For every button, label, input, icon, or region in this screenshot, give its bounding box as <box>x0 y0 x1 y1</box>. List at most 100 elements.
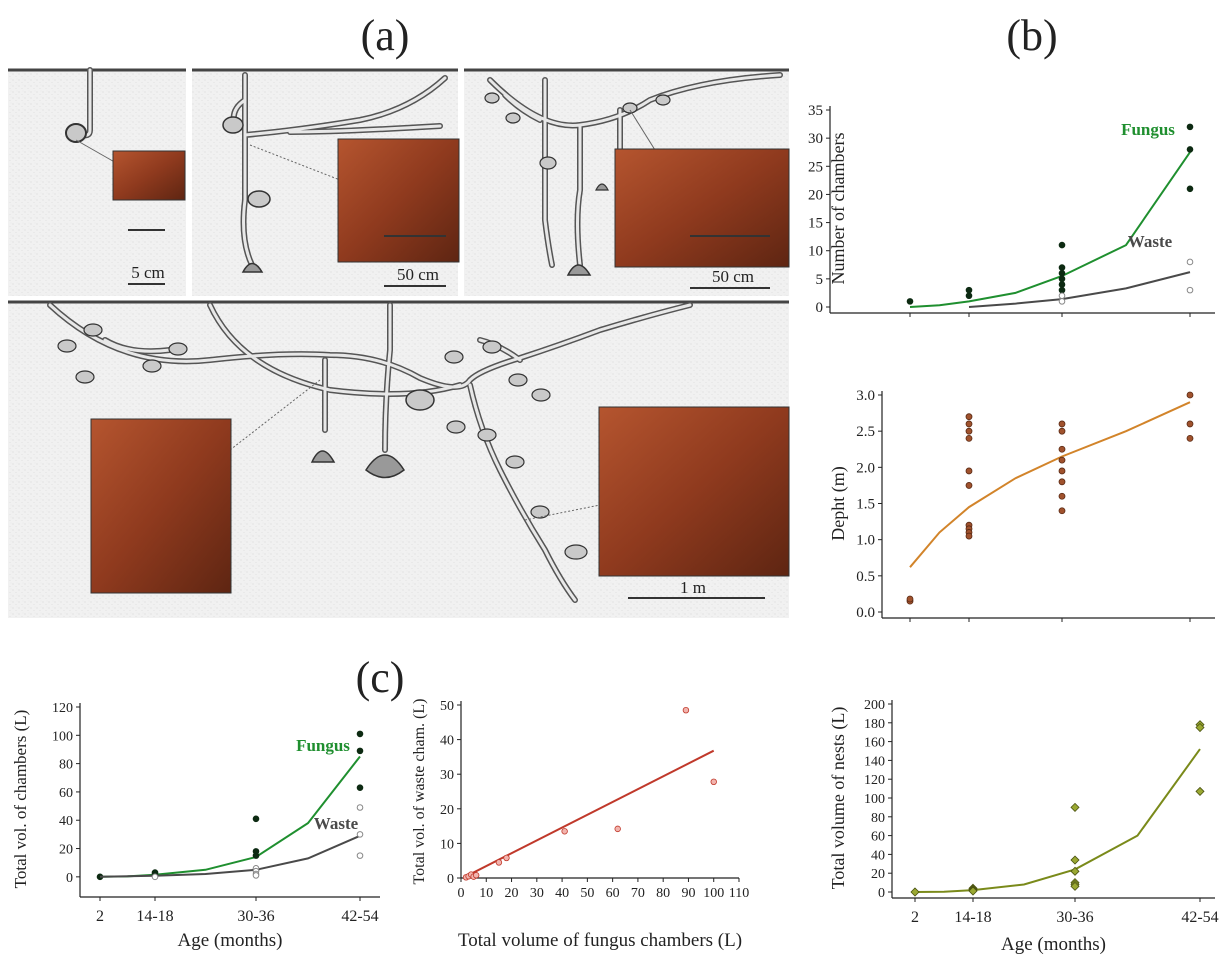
x-tick-label: 50 <box>580 886 594 901</box>
data-point <box>910 887 920 897</box>
y-tick-label: 10 <box>808 244 823 260</box>
data-point <box>710 778 717 786</box>
x-tick-label: 20 <box>505 886 519 901</box>
y-tick-label: 30 <box>808 131 823 147</box>
y-tick-label: 1.0 <box>856 533 875 549</box>
data-point <box>1058 467 1066 475</box>
data-point <box>1058 241 1066 249</box>
x-tick-label: 42-54 <box>341 908 378 925</box>
y-tick-label: 20 <box>808 187 823 203</box>
data-point <box>252 872 260 879</box>
series-label: Waste <box>1128 232 1173 251</box>
y-axis-label: Number of chambers <box>828 133 848 285</box>
y-tick-label: 15 <box>808 216 823 232</box>
data-point <box>1058 492 1066 500</box>
data-point <box>1058 292 1066 300</box>
scale-bar-label-3: 50 cm <box>712 267 754 286</box>
data-point <box>965 413 973 421</box>
y-tick-label: 100 <box>52 729 73 744</box>
nest-photo-3 <box>614 148 790 268</box>
data-point <box>906 595 914 603</box>
nest-diagram-4: 1 m <box>8 300 790 618</box>
x-tick-label: 80 <box>656 886 670 901</box>
data-point <box>356 852 364 859</box>
data-point <box>561 828 568 835</box>
data-point <box>965 532 973 540</box>
data-point <box>1186 391 1194 399</box>
y-axis-label: Depht (m) <box>828 466 849 540</box>
data-point <box>1186 286 1194 294</box>
data-point <box>356 784 364 791</box>
y-tick-label: 20 <box>871 867 885 882</box>
data-point <box>965 467 973 475</box>
data-point <box>1070 802 1080 812</box>
y-tick-label: 140 <box>864 754 885 769</box>
x-tick-label: 14-18 <box>136 908 173 925</box>
y-tick-label: 1.5 <box>856 497 875 513</box>
y-tick-label: 20 <box>440 803 454 818</box>
data-point <box>1186 434 1194 442</box>
y-tick-label: 20 <box>59 843 73 858</box>
y-tick-label: 160 <box>864 736 885 751</box>
y-tick-label: 60 <box>871 830 885 845</box>
y-tick-label: 3.0 <box>856 388 875 404</box>
data-point <box>965 427 973 435</box>
nest-photo-4 <box>90 418 232 594</box>
y-axis-label: Total volume of nests (L) <box>828 707 849 890</box>
y-tick-label: 40 <box>59 814 73 829</box>
data-point <box>1058 275 1066 283</box>
data-point <box>965 482 973 489</box>
y-tick-label: 10 <box>440 837 454 852</box>
data-point <box>356 747 364 755</box>
y-tick-label: 0 <box>66 871 73 886</box>
x-tick-label: 0 <box>458 886 465 901</box>
fit-line <box>914 748 1201 893</box>
y-tick-label: 0 <box>878 886 885 901</box>
y-tick-label: 40 <box>440 734 454 749</box>
data-point <box>1058 456 1066 464</box>
nest-photo-1 <box>112 150 186 201</box>
x-tick-label: 30 <box>530 886 544 901</box>
nest-photo-5 <box>598 406 790 577</box>
data-point <box>252 815 260 823</box>
data-point <box>1195 722 1205 733</box>
data-point <box>965 420 973 428</box>
y-tick-label: 2.5 <box>856 424 875 440</box>
nest-diagram-1: 5 cm <box>8 67 186 296</box>
data-point <box>503 854 510 862</box>
y-axis-label: Total vol. of chambers (L) <box>11 710 30 889</box>
data-point <box>356 831 364 838</box>
y-tick-label: 180 <box>864 717 885 732</box>
y-tick-label: 0.5 <box>856 569 875 585</box>
fit-line <box>909 151 1191 308</box>
y-tick-label: 60 <box>59 786 73 801</box>
data-point <box>965 292 973 300</box>
x-tick-label: 30-36 <box>1056 909 1093 926</box>
y-tick-label: 2.0 <box>856 460 875 476</box>
scale-bar-label-1: 5 cm <box>131 263 165 282</box>
data-point <box>1195 786 1205 796</box>
y-tick-label: 80 <box>871 811 885 826</box>
x-axis-label: Age (months) <box>177 930 282 951</box>
y-tick-label: 120 <box>52 701 73 716</box>
x-tick-label: 70 <box>631 886 645 901</box>
chart-number-of-chambers: 0 5 10 15 20 25 30 35 Number of chambers Fungus Wa… <box>808 103 1215 317</box>
data-point <box>1058 281 1066 288</box>
scale-bar-label-2: 50 cm <box>397 265 439 284</box>
chart-chamber-volume: 0 20 40 60 80 100 120 2 14-18 30-36 42-54 Total vol… <box>11 701 380 951</box>
data-point <box>1058 286 1066 294</box>
x-tick-label: 2 <box>96 908 104 925</box>
y-tick-label: 30 <box>440 768 454 783</box>
panel-label-b: (b) <box>1006 11 1057 60</box>
fit-line <box>99 834 361 878</box>
y-tick-label: 35 <box>808 103 823 119</box>
x-tick-label: 100 <box>703 886 724 901</box>
data-point <box>495 859 503 866</box>
x-tick-label: 42-54 <box>1181 909 1218 926</box>
data-point <box>356 804 364 811</box>
chart-waste-vs-fungus: 0 10 20 30 40 50 0 10 20 30 40 50 60 70 80 90 100 110 Tota… <box>411 699 749 951</box>
data-point <box>1186 185 1194 193</box>
x-tick-label: 2 <box>911 909 919 926</box>
data-point <box>151 873 159 881</box>
x-tick-label: 30-36 <box>237 908 274 925</box>
